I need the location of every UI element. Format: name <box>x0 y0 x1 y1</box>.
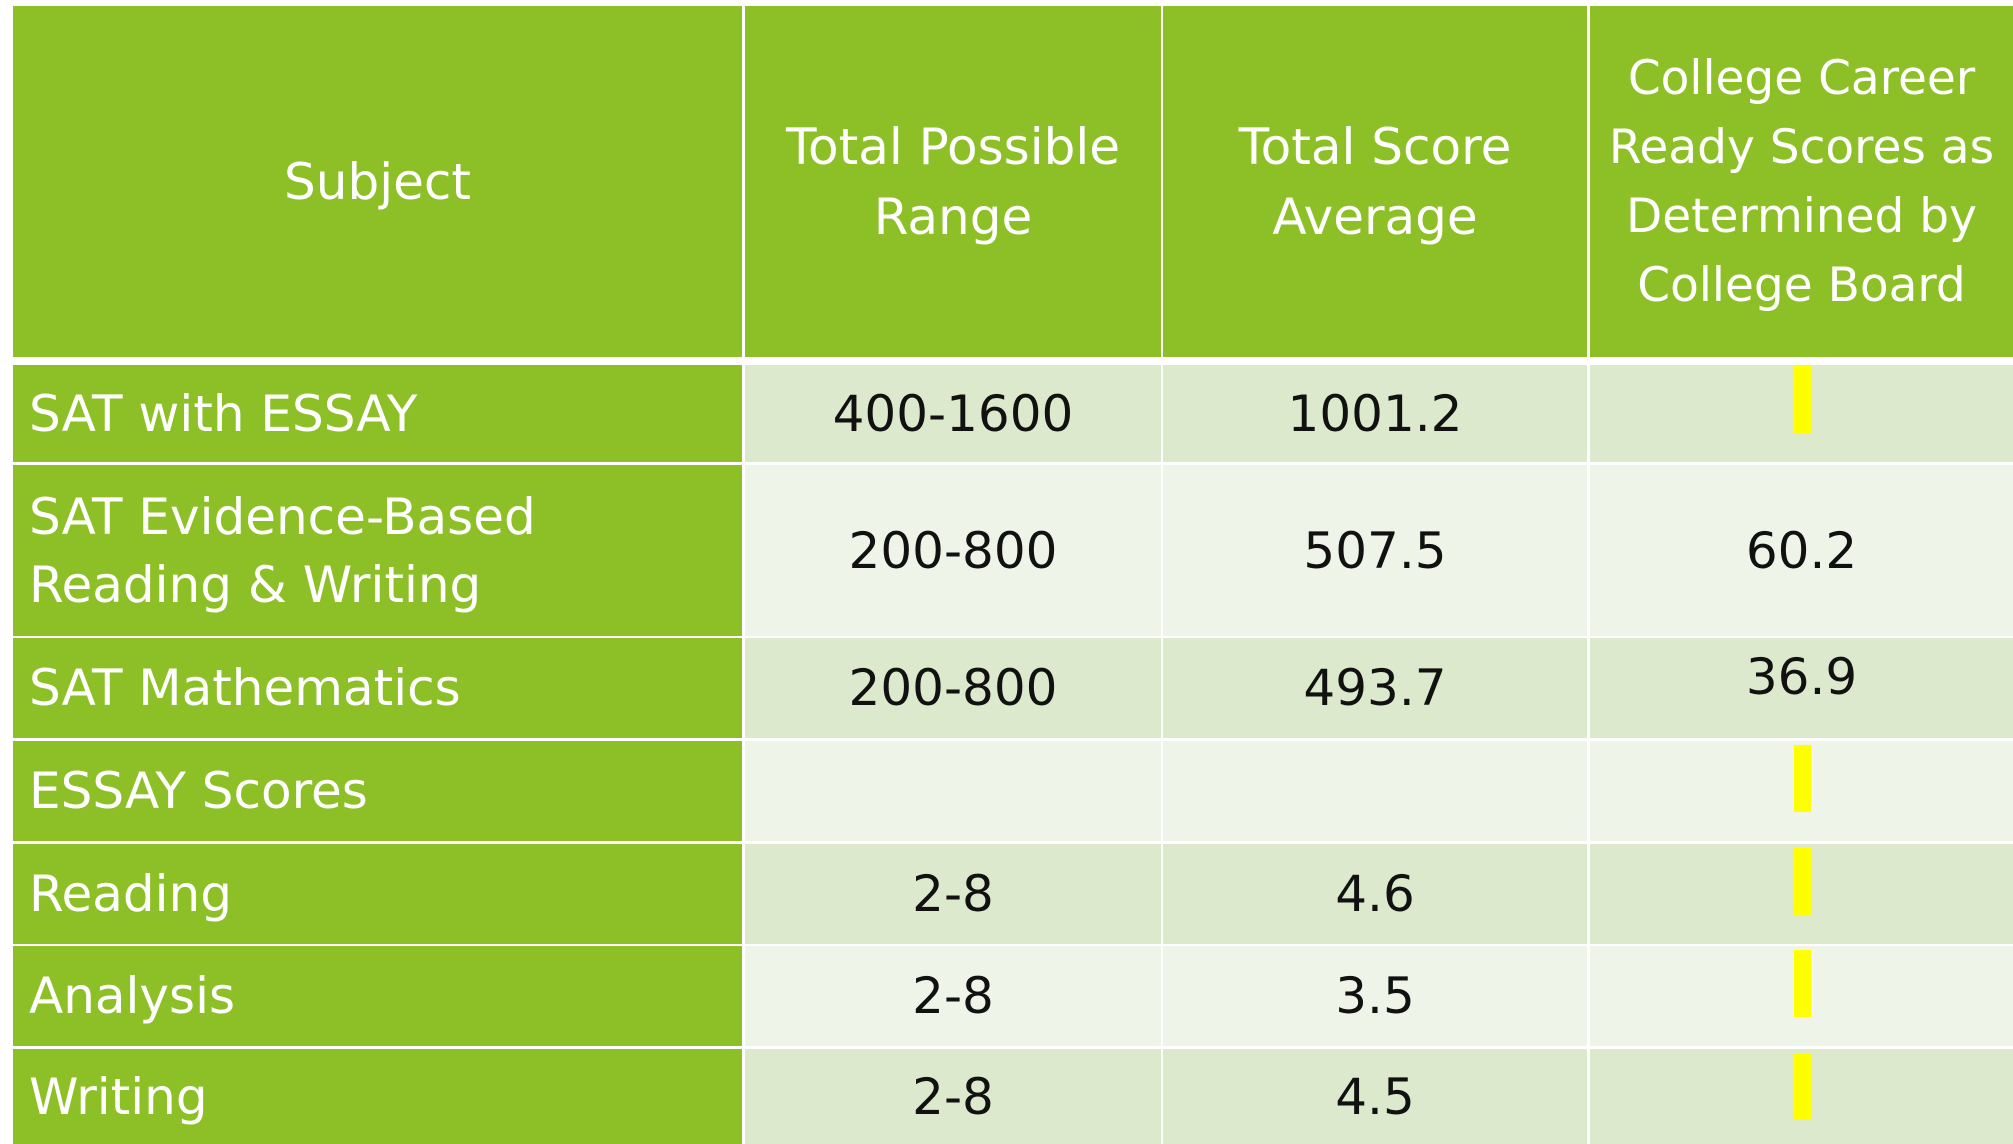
cell-text: SAT Evidence-Based Reading & Writing <box>29 487 536 614</box>
yellow-marker <box>1794 745 1811 812</box>
cell-text: 507.5 <box>1303 521 1447 580</box>
data-cell: 2-8 <box>745 844 1161 944</box>
data-cell: 400-1600 <box>745 365 1161 462</box>
data-cell: 200-800 <box>745 465 1161 636</box>
header-cell: Total Score Average <box>1163 6 1587 357</box>
data-cell: 4.6 <box>1163 844 1587 944</box>
cell-text: 2-8 <box>912 1067 994 1126</box>
cell-text: 200-800 <box>848 659 1058 717</box>
cell-text: 2-8 <box>912 865 994 923</box>
cell-text: 400-1600 <box>832 384 1074 443</box>
header-cell: Subject <box>13 6 742 357</box>
data-cell: 4.5 <box>1163 1049 1587 1144</box>
row-label: Writing <box>13 1049 742 1144</box>
cell-text: 2-8 <box>912 967 994 1025</box>
cell-text: Writing <box>29 1067 208 1126</box>
data-cell <box>745 741 1161 841</box>
cell-text: Total Score Average <box>1238 117 1512 246</box>
row-label: SAT Evidence-Based Reading & Writing <box>13 465 742 636</box>
data-cell: 493.7 <box>1163 638 1587 738</box>
row-label: SAT with ESSAY <box>13 365 742 462</box>
row-label: SAT Mathematics <box>13 638 742 738</box>
cell-text: 200-800 <box>848 521 1058 580</box>
cell-text: 60.2 <box>1745 521 1858 580</box>
row-label: ESSAY Scores <box>13 741 742 841</box>
data-cell: 507.5 <box>1163 465 1587 636</box>
cell-text: Subject <box>284 152 471 211</box>
cell-text: 1001.2 <box>1287 384 1463 443</box>
cell-text: ESSAY Scores <box>29 762 368 820</box>
data-cell: 36.9 <box>1590 638 2013 738</box>
data-cell <box>1163 741 1587 841</box>
yellow-marker <box>1794 950 1811 1017</box>
cell-text: Analysis <box>29 967 236 1025</box>
data-cell: 200-800 <box>745 638 1161 738</box>
cell-text: Total Possible Range <box>785 117 1120 246</box>
cell-text: Reading <box>29 865 232 923</box>
cell-text: 4.6 <box>1335 865 1415 923</box>
cell-text: 36.9 <box>1745 648 1858 706</box>
row-label: Analysis <box>13 946 742 1046</box>
header-cell: Total Possible Range <box>745 6 1161 357</box>
yellow-marker <box>1794 848 1811 915</box>
cell-text: SAT Mathematics <box>29 659 461 717</box>
header-cell: College Career Ready Scores as Determine… <box>1590 6 2013 357</box>
row-label: Reading <box>13 844 742 944</box>
data-cell: 2-8 <box>745 946 1161 1046</box>
data-cell: 3.5 <box>1163 946 1587 1046</box>
cell-text: 493.7 <box>1303 659 1447 717</box>
data-cell: 2-8 <box>745 1049 1161 1144</box>
cell-text: 3.5 <box>1335 967 1415 1025</box>
data-cell: 60.2 <box>1590 465 2013 636</box>
cell-text: SAT with ESSAY <box>29 384 418 443</box>
yellow-marker <box>1794 1053 1811 1120</box>
cell-text: College Career Ready Scores as Determine… <box>1608 50 1995 313</box>
data-cell: 1001.2 <box>1163 365 1587 462</box>
cell-text: 4.5 <box>1335 1067 1415 1126</box>
yellow-marker <box>1794 366 1811 433</box>
